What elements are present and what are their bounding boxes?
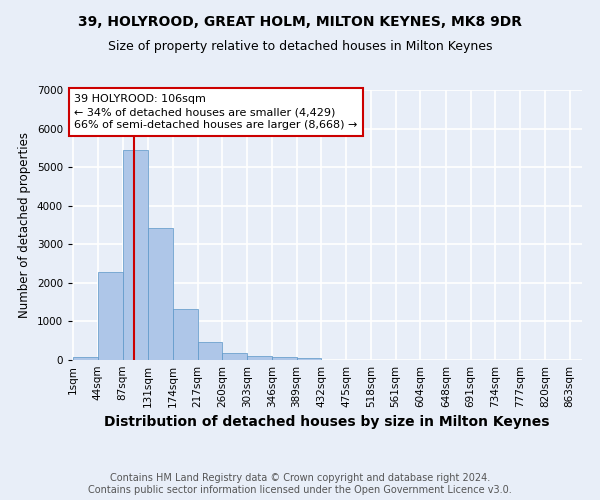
Text: 39, HOLYROOD, GREAT HOLM, MILTON KEYNES, MK8 9DR: 39, HOLYROOD, GREAT HOLM, MILTON KEYNES,… [78,15,522,29]
Y-axis label: Number of detached properties: Number of detached properties [18,132,31,318]
Bar [223,352,247,360]
Bar [148,228,173,360]
Bar [173,310,197,360]
Bar [73,357,98,360]
Bar [98,272,122,360]
Bar [122,150,148,360]
Bar [272,357,296,360]
Text: Contains HM Land Registry data © Crown copyright and database right 2024.
Contai: Contains HM Land Registry data © Crown c… [88,474,512,495]
Bar [247,356,272,360]
Bar [296,358,322,360]
Text: Size of property relative to detached houses in Milton Keynes: Size of property relative to detached ho… [108,40,492,53]
Text: 39 HOLYROOD: 106sqm
← 34% of detached houses are smaller (4,429)
66% of semi-det: 39 HOLYROOD: 106sqm ← 34% of detached ho… [74,94,358,130]
X-axis label: Distribution of detached houses by size in Milton Keynes: Distribution of detached houses by size … [104,416,550,430]
Bar [197,342,223,360]
